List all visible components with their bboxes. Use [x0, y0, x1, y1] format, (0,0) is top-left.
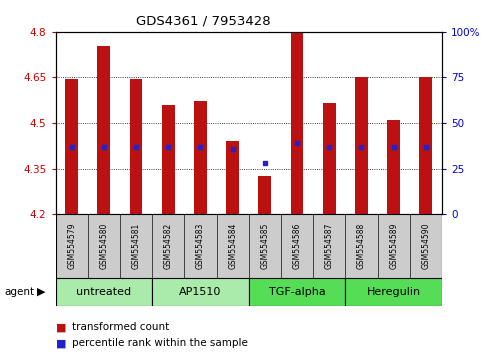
Text: GSM554588: GSM554588: [357, 223, 366, 269]
Text: GSM554589: GSM554589: [389, 223, 398, 269]
Text: percentile rank within the sample: percentile rank within the sample: [72, 338, 248, 348]
FancyBboxPatch shape: [152, 214, 185, 278]
FancyBboxPatch shape: [185, 214, 216, 278]
Text: GSM554586: GSM554586: [293, 223, 301, 269]
Text: agent: agent: [5, 287, 35, 297]
FancyBboxPatch shape: [120, 214, 152, 278]
Bar: [323, 103, 336, 214]
Text: GSM554585: GSM554585: [260, 223, 270, 269]
Bar: [129, 79, 142, 214]
Bar: [226, 141, 239, 214]
Bar: [355, 78, 368, 214]
FancyBboxPatch shape: [56, 278, 152, 306]
FancyBboxPatch shape: [281, 214, 313, 278]
Bar: [387, 120, 400, 214]
FancyBboxPatch shape: [249, 214, 281, 278]
Text: GDS4361 / 7953428: GDS4361 / 7953428: [136, 14, 270, 27]
FancyBboxPatch shape: [345, 278, 442, 306]
FancyBboxPatch shape: [345, 214, 378, 278]
Text: transformed count: transformed count: [72, 322, 170, 332]
FancyBboxPatch shape: [88, 214, 120, 278]
FancyBboxPatch shape: [152, 278, 249, 306]
Text: GSM554584: GSM554584: [228, 223, 237, 269]
Bar: [258, 176, 271, 214]
FancyBboxPatch shape: [249, 278, 345, 306]
Text: TGF-alpha: TGF-alpha: [269, 287, 326, 297]
FancyBboxPatch shape: [56, 214, 88, 278]
Text: ▶: ▶: [37, 287, 46, 297]
Text: ■: ■: [56, 338, 66, 348]
Text: GSM554581: GSM554581: [131, 223, 141, 269]
Text: untreated: untreated: [76, 287, 131, 297]
Text: Heregulin: Heregulin: [367, 287, 421, 297]
Bar: [419, 78, 432, 214]
Text: GSM554590: GSM554590: [421, 223, 430, 269]
FancyBboxPatch shape: [410, 214, 442, 278]
Text: GSM554583: GSM554583: [196, 223, 205, 269]
FancyBboxPatch shape: [313, 214, 345, 278]
Text: GSM554580: GSM554580: [99, 223, 108, 269]
Bar: [65, 79, 78, 214]
Text: ■: ■: [56, 322, 66, 332]
FancyBboxPatch shape: [378, 214, 410, 278]
Bar: [162, 105, 175, 214]
Bar: [194, 101, 207, 214]
FancyBboxPatch shape: [216, 214, 249, 278]
Bar: [291, 32, 303, 214]
Text: AP1510: AP1510: [179, 287, 222, 297]
Text: GSM554579: GSM554579: [67, 223, 76, 269]
Bar: [98, 46, 110, 214]
Text: GSM554587: GSM554587: [325, 223, 334, 269]
Text: GSM554582: GSM554582: [164, 223, 173, 269]
